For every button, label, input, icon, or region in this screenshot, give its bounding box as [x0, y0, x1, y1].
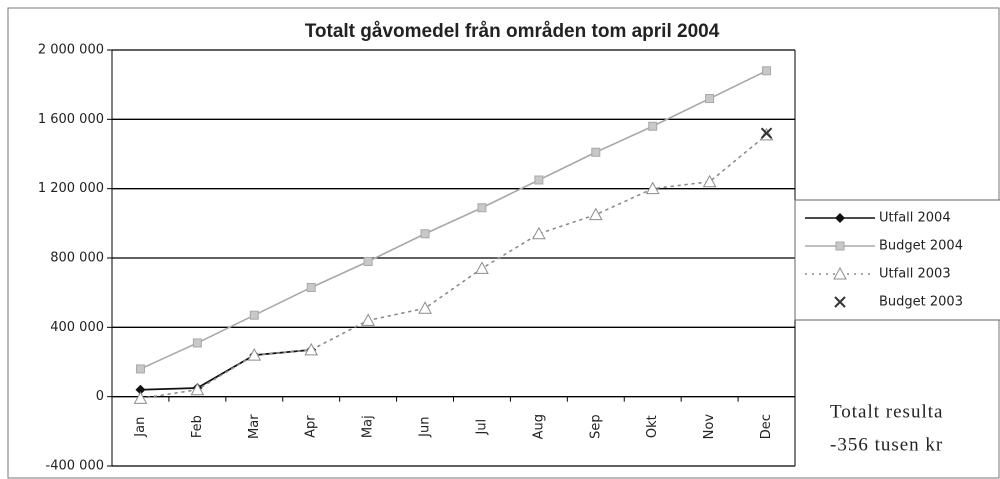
- marker: [477, 203, 487, 213]
- y-tick-label: 0: [96, 389, 104, 404]
- marker: [762, 66, 772, 76]
- y-tick-label: 1 200 000: [38, 181, 104, 196]
- x-tick-label: Mar: [247, 414, 262, 439]
- series-line: [140, 348, 312, 391]
- marker: [247, 348, 262, 361]
- legend-marker: [834, 296, 846, 308]
- x-tick-label: Okt: [645, 415, 660, 438]
- marker: [532, 226, 546, 240]
- marker: [363, 256, 373, 266]
- marker: [135, 364, 145, 374]
- marker: [304, 342, 319, 356]
- marker: [306, 282, 316, 292]
- y-tick-label: 2 000 000: [38, 43, 104, 58]
- y-tick-label: 800 000: [50, 251, 104, 266]
- x-tick-label: Feb: [190, 415, 205, 438]
- marker: [192, 338, 202, 348]
- marker: [249, 310, 259, 320]
- marker: [534, 175, 544, 185]
- x-tick-label: Aug: [531, 414, 546, 439]
- legend-marker: [835, 241, 845, 251]
- chart-title: Totalt gåvomedel från områden tom april …: [305, 21, 720, 42]
- legend-marker: [835, 213, 845, 223]
- x-tick-label: Apr: [304, 415, 319, 438]
- y-tick-label: -400 000: [46, 459, 104, 474]
- annotation: -356 tusen kr: [830, 434, 943, 455]
- marker: [135, 384, 146, 395]
- marker: [133, 391, 148, 404]
- legend-box: [794, 199, 1000, 321]
- x-tick-label: Jun: [418, 417, 433, 438]
- marker: [475, 261, 489, 274]
- x-tick-label: Jul: [474, 419, 489, 436]
- marker: [705, 94, 715, 104]
- annotation: Totalt resulta: [830, 401, 943, 422]
- y-tick-label: 400 000: [50, 320, 104, 335]
- legend-label: Budget 2004: [879, 239, 963, 254]
- x-tick-label: Maj: [361, 415, 376, 438]
- x-tick-label: Dec: [759, 414, 774, 439]
- marker: [702, 174, 717, 188]
- legend-marker: [833, 266, 847, 280]
- x-tick-label: Sep: [588, 414, 603, 439]
- series-line: [140, 70, 767, 370]
- marker: [361, 313, 375, 326]
- legend-label: Budget 2003: [879, 295, 963, 310]
- marker: [648, 121, 658, 131]
- marker: [591, 147, 601, 157]
- series-line: [139, 134, 768, 400]
- x-tick-label: Nov: [702, 414, 717, 440]
- marker: [418, 301, 432, 314]
- marker: [190, 382, 205, 396]
- marker: [420, 229, 430, 239]
- x-tick-label: Jan: [133, 417, 148, 438]
- marker: [760, 127, 773, 139]
- legend-label: Utfall 2004: [879, 211, 951, 226]
- marker: [588, 207, 603, 221]
- marker: [645, 181, 660, 195]
- y-tick-label: 1 600 000: [38, 112, 104, 127]
- legend-label: Utfall 2003: [879, 267, 951, 282]
